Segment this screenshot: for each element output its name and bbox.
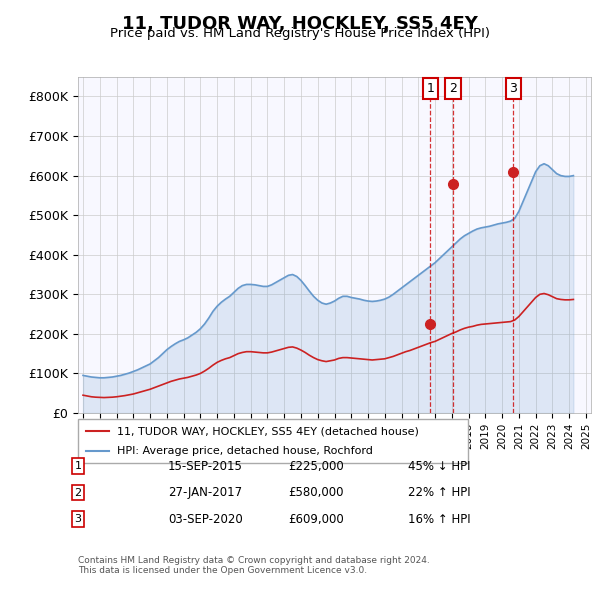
Text: 11, TUDOR WAY, HOCKLEY, SS5 4EY (detached house): 11, TUDOR WAY, HOCKLEY, SS5 4EY (detache…	[117, 427, 419, 436]
Text: Price paid vs. HM Land Registry's House Price Index (HPI): Price paid vs. HM Land Registry's House …	[110, 27, 490, 40]
Text: HPI: Average price, detached house, Rochford: HPI: Average price, detached house, Roch…	[117, 446, 373, 455]
Text: 3: 3	[509, 82, 517, 95]
Text: 15-SEP-2015: 15-SEP-2015	[168, 460, 243, 473]
Text: 22% ↑ HPI: 22% ↑ HPI	[408, 486, 470, 499]
Text: 11, TUDOR WAY, HOCKLEY, SS5 4EY: 11, TUDOR WAY, HOCKLEY, SS5 4EY	[122, 15, 478, 33]
Text: £580,000: £580,000	[288, 486, 343, 499]
Text: 2: 2	[449, 82, 457, 95]
FancyBboxPatch shape	[78, 419, 468, 463]
Text: 1: 1	[74, 461, 82, 471]
Text: 3: 3	[74, 514, 82, 524]
Text: 16% ↑ HPI: 16% ↑ HPI	[408, 513, 470, 526]
Text: Contains HM Land Registry data © Crown copyright and database right 2024.
This d: Contains HM Land Registry data © Crown c…	[78, 556, 430, 575]
Text: £225,000: £225,000	[288, 460, 344, 473]
Text: 45% ↓ HPI: 45% ↓ HPI	[408, 460, 470, 473]
Text: £609,000: £609,000	[288, 513, 344, 526]
Text: 27-JAN-2017: 27-JAN-2017	[168, 486, 242, 499]
Text: 1: 1	[426, 82, 434, 95]
Text: 03-SEP-2020: 03-SEP-2020	[168, 513, 243, 526]
Text: 2: 2	[74, 488, 82, 497]
